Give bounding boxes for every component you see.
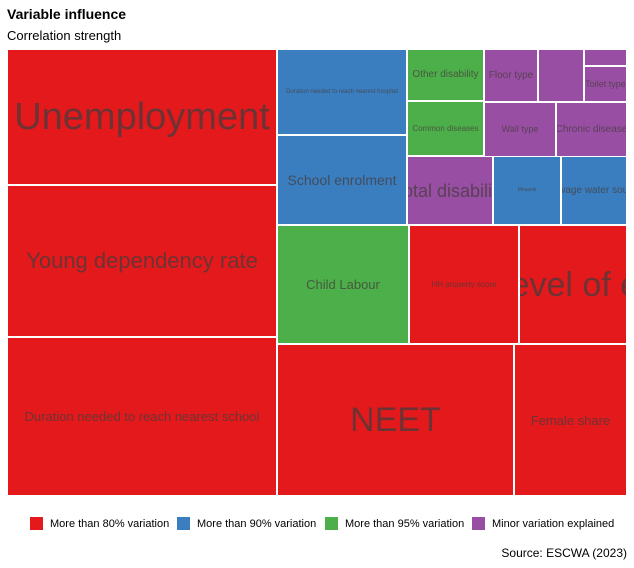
legend-swatch-blue [177,517,190,530]
treemap-tile-hh-property-score[interactable]: HH property score [409,225,519,344]
legend-label-purple: Minor variation explained [492,517,615,530]
treemap-tile-label: Sewage water source [562,184,627,196]
treemap-tile-floor-type[interactable]: Floor type [484,49,538,102]
treemap-tile-toilet-type[interactable]: Toilet type [584,66,627,102]
treemap-tile-child-labour[interactable]: Child Labour [277,225,409,344]
legend-item-green[interactable]: More than 95% variation [325,517,464,530]
treemap-tile-unlabeled-8[interactable] [538,49,584,102]
legend-label-red: More than 80% variation [50,517,170,530]
treemap-tile-label: Total disability [408,180,493,201]
source-note: Source: ESCWA (2023) [501,546,627,560]
treemap-tile-female-share[interactable]: Female share [514,344,627,496]
legend-swatch-purple [472,517,485,530]
legend-item-blue[interactable]: More than 90% variation [177,517,316,530]
treemap-tile-duration-needed-to-reach-nearest-school[interactable]: Duration needed to reach nearest school [7,337,277,496]
treemap-tile-unemployment[interactable]: Unemployment [7,49,277,185]
treemap-tile-label: Other disability [412,69,479,80]
treemap-tile-unlabeled-9[interactable] [584,49,627,66]
treemap-tile-label: Floor type [488,69,534,81]
treemap-tile-label: Unemployment [14,96,270,138]
treemap-tile-label: School enrolment [287,172,397,188]
treemap-tile-label: Wall type [501,124,539,134]
treemap-tile-label: Duration needed to reach nearest hospita… [286,89,398,95]
treemap-tile-label: Measels [517,187,537,193]
treemap-tile-label: Highest level of education [520,265,626,304]
treemap-tile-young-dependency-rate[interactable]: Young dependency rate [7,185,277,337]
legend-swatch-green [325,517,338,530]
treemap-tile-highest-level-of-education[interactable]: Highest level of education [519,225,627,344]
treemap-tile-label: NEET [350,401,441,439]
treemap-tile-other-disability[interactable]: Other disability [407,49,484,101]
treemap-tile-label: HH property score [431,279,497,289]
treemap-tile-label: Toilet type [585,78,626,89]
legend-label-green: More than 95% variation [345,517,465,530]
legend-item-red[interactable]: More than 80% variation [30,517,169,530]
treemap-tile-label: Chronic disease [556,123,627,135]
legend-item-purple[interactable]: Minor variation explained [472,517,614,530]
chart-title: Variable influence [7,6,127,22]
treemap-tile-sewage-water-source[interactable]: Sewage water source [561,156,627,225]
treemap-tile-duration-needed-to-reach-nearest-hospital[interactable]: Duration needed to reach nearest hospita… [277,49,407,135]
treemap-tile-common-diseases[interactable]: Common diseases [407,101,484,156]
treemap-plot: Unemployment Young dependency rate Duratio… [7,49,627,496]
legend-label-blue: More than 90% variation [197,517,317,530]
treemap-tile-wall-type[interactable]: Wall type [484,102,556,157]
treemap-tile-total-disability[interactable]: Total disability [407,156,493,225]
legend: More than 80% variation More than 90% va… [0,517,634,535]
treemap-tile-label: Child Labour [306,277,380,292]
treemap-tile-school-enrolment[interactable]: School enrolment [277,135,407,225]
treemap-tile-label: Young dependency rate [26,248,258,273]
treemap-tile-label: Duration needed to reach nearest school [24,409,260,424]
treemap-tile-label: Common diseases [412,123,479,133]
treemap-tile-chronic-disease[interactable]: Chronic disease [556,102,627,157]
chart-subtitle: Correlation strength [7,28,122,43]
legend-swatch-red [30,517,43,530]
treemap-tile-neet[interactable]: NEET [277,344,514,496]
treemap-tile-measels[interactable]: Measels [493,156,561,225]
treemap-tile-label: Female share [530,412,611,428]
